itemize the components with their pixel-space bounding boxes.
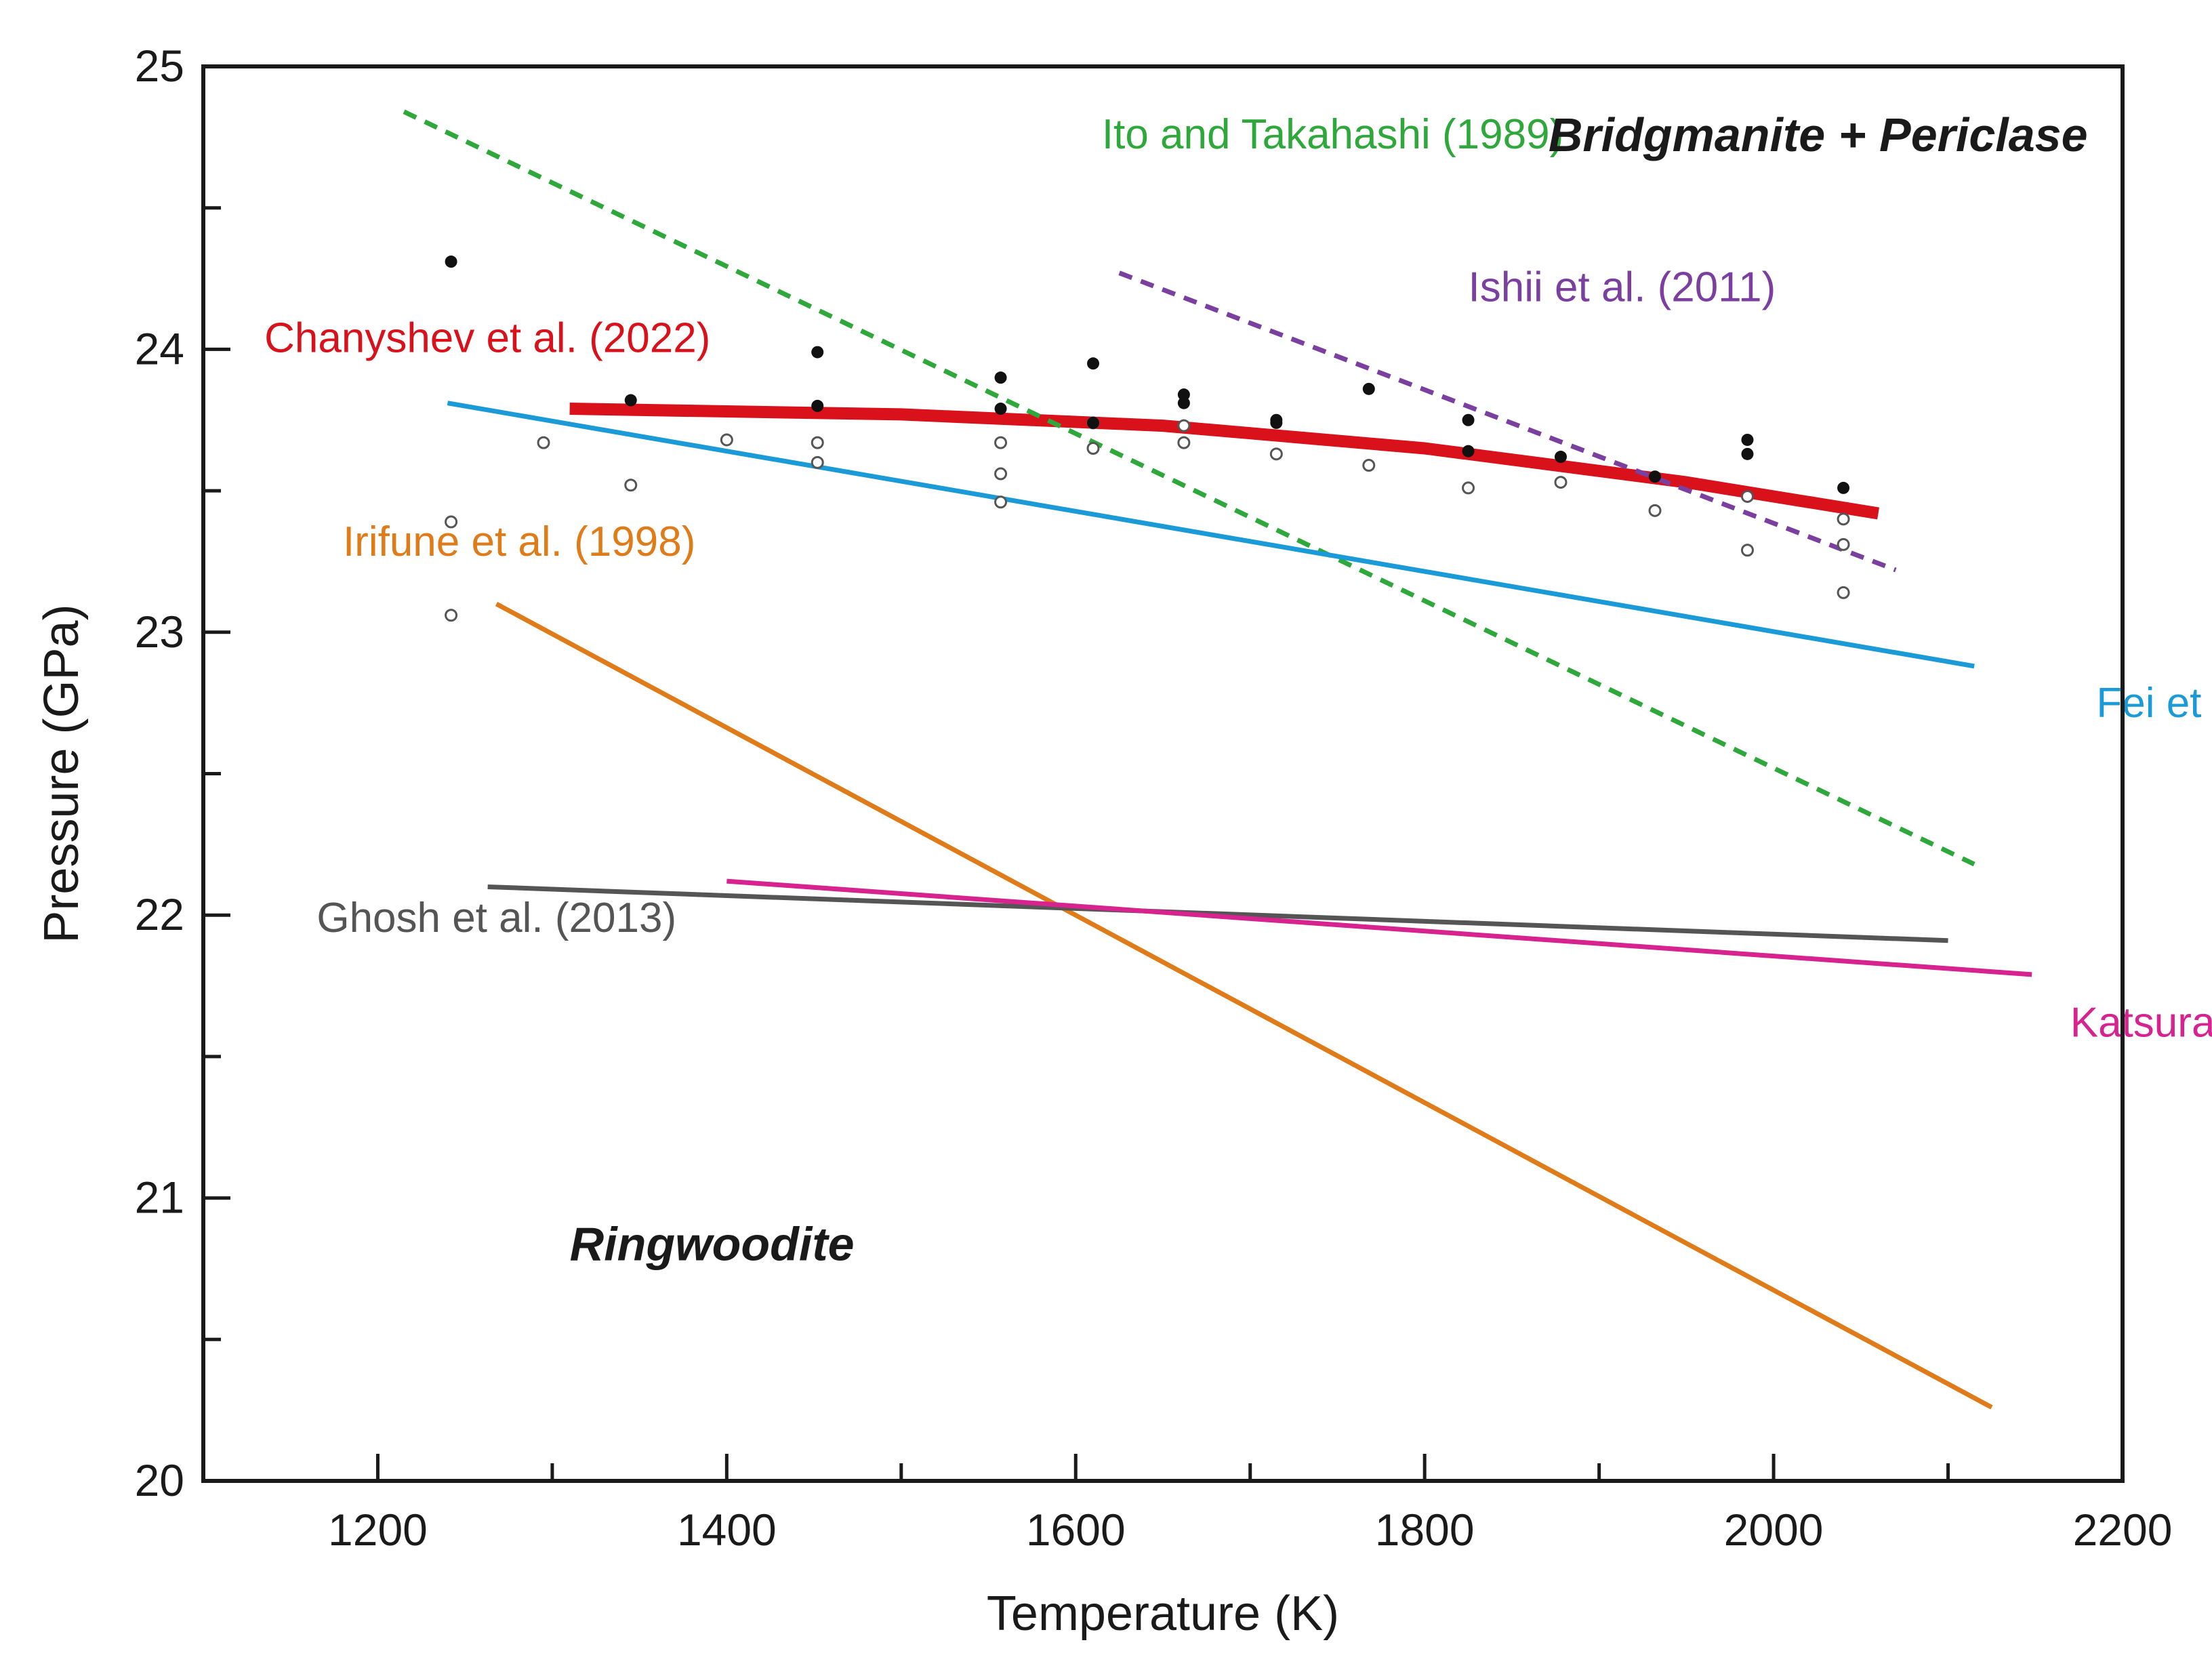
series-layer xyxy=(403,109,2032,1410)
y-tick-label: 24 xyxy=(135,323,184,373)
open-data-point xyxy=(445,515,458,529)
open-data-point xyxy=(1362,459,1376,472)
y-tick-label: 20 xyxy=(135,1455,184,1505)
open-data-point xyxy=(1837,512,1850,526)
open-data-point xyxy=(1740,489,1754,503)
x-tick-label: 2200 xyxy=(2073,1505,2173,1555)
series-label-irifune-et-al-1998: Irifune et al. (1998) xyxy=(343,518,695,565)
y-tick-label: 21 xyxy=(135,1173,184,1223)
filled-data-point xyxy=(1741,447,1754,460)
filled-data-point xyxy=(445,256,457,268)
filled-data-point xyxy=(1462,413,1475,426)
region-label-bridgmanite-periclase: Bridgmanite + Periclase xyxy=(1549,108,2088,161)
series-label-ishii-et-al-2011: Ishii et al. (2011) xyxy=(1469,264,1776,310)
series-line-chanyshev-et-al-2022 xyxy=(569,403,1880,520)
series-line-katsura-et-al-2003 xyxy=(726,878,2032,977)
open-data-point xyxy=(537,436,550,449)
filled-data-point xyxy=(1177,396,1190,409)
filled-data-point xyxy=(811,346,824,359)
open-data-point xyxy=(994,495,1008,509)
filled-data-point xyxy=(1087,416,1100,429)
filled-data-point xyxy=(1554,451,1567,464)
filled-data-point xyxy=(1462,445,1475,457)
series-label-fei-et-al-2004: Fei et al. (2004) xyxy=(2096,680,2212,727)
x-tick-label: 1600 xyxy=(1026,1505,1126,1555)
open-data-point xyxy=(720,433,733,447)
open-data-point xyxy=(1648,504,1662,517)
filled-data-point xyxy=(1649,470,1662,483)
open-data-point xyxy=(1837,586,1850,599)
series-label-katsura-et-al-2003: Katsura et al. (2003) xyxy=(2070,1000,2212,1046)
x-tick-label: 2000 xyxy=(1724,1505,1824,1555)
data-points-layer xyxy=(445,256,1850,622)
open-data-point xyxy=(1740,544,1754,557)
open-data-point xyxy=(1177,419,1191,432)
y-tick-label: 25 xyxy=(135,41,184,91)
series-line-fei-et-al-2004 xyxy=(447,401,1975,669)
axes-layer: 1200 1400 1600 1800 2000 2200 20 21 22 23 24 25 xyxy=(135,41,2173,1555)
series-label-ito-and-takahashi-1989: Ito and Takahashi (1989) xyxy=(1102,111,1563,158)
series-labels-layer: Chanyshev et al. (2022) Ito and Takahashi… xyxy=(264,108,2212,1270)
open-data-point xyxy=(1177,436,1191,449)
filled-data-point xyxy=(994,403,1007,415)
series-line-ghosh-et-al-2013 xyxy=(487,884,1948,943)
filled-data-point xyxy=(811,399,824,412)
open-data-point xyxy=(811,455,824,469)
open-data-point xyxy=(994,436,1008,449)
x-axis-title: Temperature (K) xyxy=(987,1587,1339,1641)
y-tick-label: 23 xyxy=(135,607,184,657)
open-data-point xyxy=(1554,476,1568,489)
series-line-ishii-et-al-2011 xyxy=(1118,270,1897,573)
open-data-point xyxy=(1086,441,1100,455)
series-line-irifune-et-al-1998 xyxy=(495,601,1993,1410)
open-data-point xyxy=(1462,481,1475,495)
y-axis-title: Pressure (GPa) xyxy=(35,604,89,943)
filled-data-point xyxy=(1087,357,1100,370)
plot-frame xyxy=(201,64,2125,1483)
open-data-point xyxy=(811,436,824,449)
filled-data-point xyxy=(624,394,637,407)
region-label-ringwoodite: Ringwoodite xyxy=(570,1217,855,1270)
series-label-chanyshev-et-al-2022: Chanyshev et al. (2022) xyxy=(264,315,710,362)
y-tick-label: 22 xyxy=(135,889,184,939)
open-data-point xyxy=(1837,537,1850,551)
filled-data-point xyxy=(1270,416,1283,429)
x-tick-label: 1800 xyxy=(1375,1505,1475,1555)
open-data-point xyxy=(624,478,638,492)
filled-data-point xyxy=(1362,382,1375,395)
filled-data-point xyxy=(1741,433,1754,446)
filled-data-point xyxy=(1837,481,1850,494)
open-data-point xyxy=(1269,447,1283,461)
filled-data-point xyxy=(1177,388,1190,401)
series-label-ghosh-et-al-2013: Ghosh et al. (2013) xyxy=(316,895,676,941)
open-data-point xyxy=(445,609,458,622)
x-tick-label: 1200 xyxy=(328,1505,428,1555)
filled-data-point xyxy=(994,371,1007,384)
open-data-point xyxy=(994,467,1008,481)
x-tick-label: 1400 xyxy=(677,1505,777,1555)
